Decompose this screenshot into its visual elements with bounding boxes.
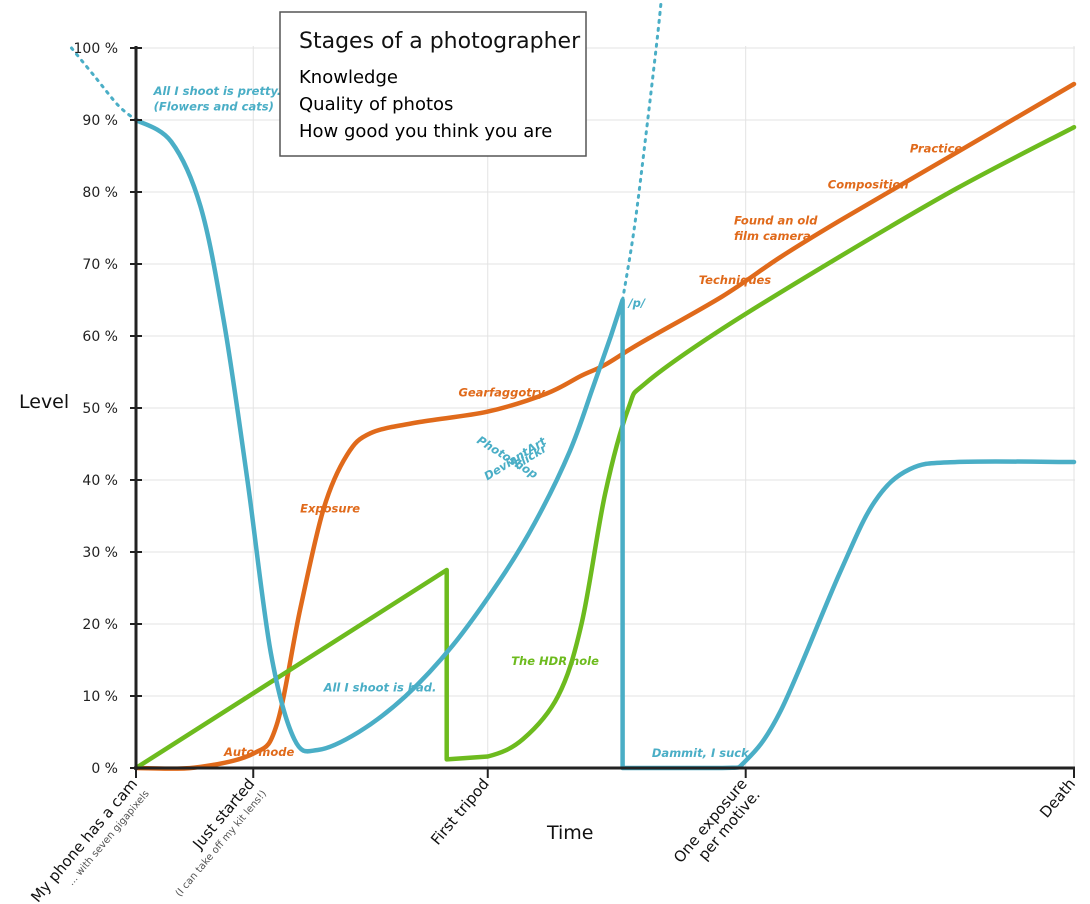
legend-entry-how-good: How good you think you are	[299, 121, 552, 142]
annotation-label: Dammit, I suck	[652, 746, 750, 760]
y-axis-title: Level	[19, 391, 69, 413]
series-quality-of-photos	[133, 124, 1077, 771]
y-tick-label: 90 %	[82, 113, 118, 129]
y-tick-label: 30 %	[82, 545, 118, 561]
y-tick-label: 20 %	[82, 617, 118, 633]
annotation-label: Found an old	[734, 213, 818, 227]
annotation-label: film camera	[734, 229, 811, 243]
annotation-label: Composition	[828, 177, 909, 191]
x-tick-label-group: My phone has a cam... with seven gigapix…	[27, 775, 152, 904]
annotation-label: Practice	[910, 141, 963, 155]
y-tick-label: 40 %	[82, 473, 118, 489]
series-knowledge	[133, 81, 1077, 772]
x-axis-title: Time	[546, 822, 594, 844]
legend-box	[279, 11, 587, 157]
y-tick-label: 100 %	[74, 41, 118, 57]
annotation-label: (Flowers and cats)	[154, 100, 274, 114]
annotation-label: Exposure	[300, 501, 360, 515]
annotation-label: All I shoot is pretty.	[153, 84, 282, 98]
dotted-extension-spike	[621, 0, 663, 302]
legend-entry-knowledge: Knowledge	[299, 67, 398, 88]
x-tick-label-group: First tripod	[427, 775, 493, 848]
x-tick-label: My phone has a cam	[27, 775, 141, 904]
x-tick-label: Death	[1036, 775, 1079, 821]
y-tick-label: 70 %	[82, 257, 118, 273]
x-tick-label: First tripod	[427, 775, 493, 848]
legend-entry-quality: Quality of photos	[299, 94, 453, 115]
dotted-extension-start	[70, 46, 138, 122]
series-how-good-you-think	[133, 117, 1077, 771]
y-tick-label: 0 %	[91, 761, 118, 777]
grid-lines	[136, 46, 1075, 768]
y-tick-label: 50 %	[82, 401, 118, 417]
annotation-label: /p/	[626, 296, 645, 310]
annotation-label: Gearfaggotry	[458, 385, 545, 399]
annotation-label: All I shoot is bad.	[323, 681, 437, 695]
x-tick-label-group: Just started(I can take off my kit lens!…	[174, 775, 269, 899]
annotation-label: Techniques	[699, 273, 772, 287]
legend-title: Stages of a photographer	[299, 29, 581, 54]
series-layer	[70, 0, 1077, 772]
annotation-label: Auto mode	[223, 745, 295, 759]
y-tick-label: 10 %	[82, 689, 118, 705]
legend: Stages of a photographer Knowledge Quali…	[279, 11, 587, 157]
annotation-label: The HDR hole	[511, 654, 599, 668]
y-tick-label: 80 %	[82, 185, 118, 201]
y-tick-label: 60 %	[82, 329, 118, 345]
x-tick-label-group: Death	[1036, 775, 1079, 821]
